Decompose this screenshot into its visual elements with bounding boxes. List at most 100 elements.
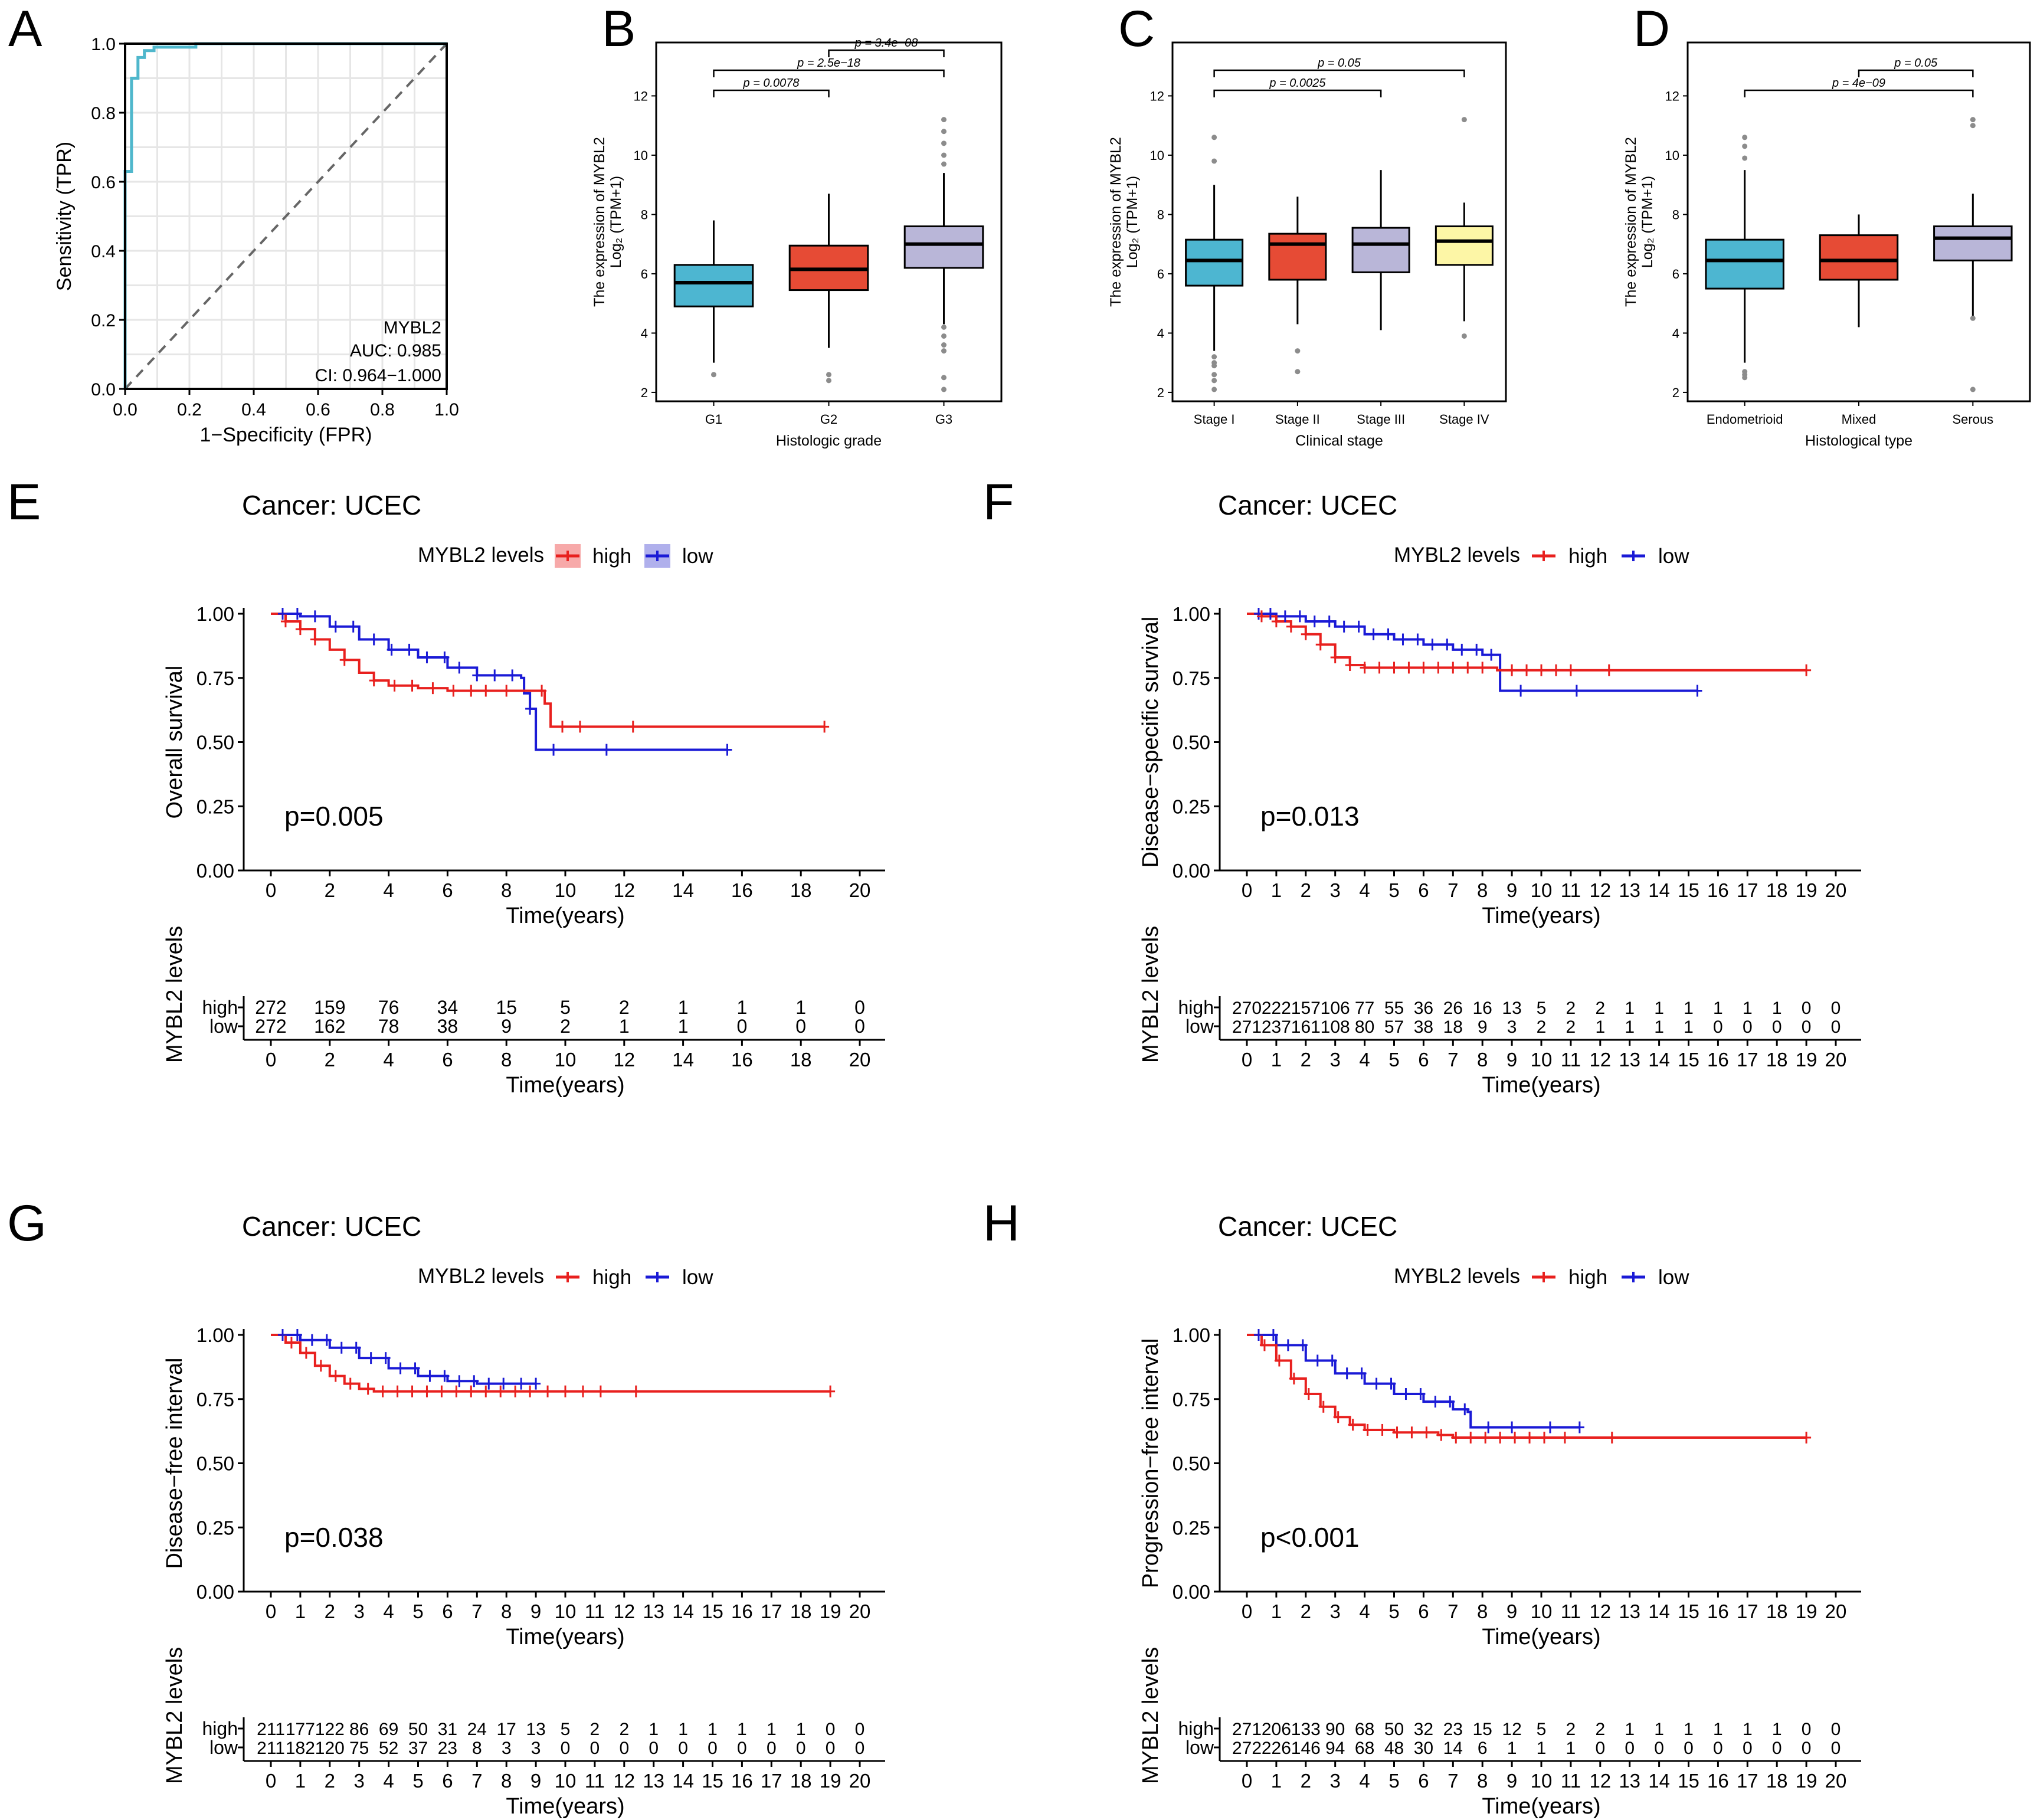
risk-count-low: 3 — [531, 1739, 541, 1758]
box-endometrioid — [1705, 238, 1784, 290]
outlier-point — [1742, 135, 1748, 140]
outlier-point — [1211, 158, 1217, 164]
risk-count-low: 1 — [619, 1016, 630, 1037]
risk-count-low: 211 — [257, 1739, 285, 1758]
y-tick-label: 8 — [1157, 207, 1164, 222]
risk-table-x-tick-label: 3 — [1330, 1770, 1341, 1792]
risk-table-x-tick-label: 13 — [643, 1770, 664, 1792]
outlier-point — [941, 117, 947, 123]
x-tick-label: 8 — [501, 879, 512, 901]
x-tick-label: 6 — [442, 1600, 453, 1622]
x-tick-label: G3 — [935, 412, 952, 427]
risk-count-low: 120 — [315, 1739, 345, 1758]
legend-label-high: high — [592, 1266, 631, 1289]
risk-count-high: 2 — [1595, 999, 1605, 1018]
x-tick-label: 4 — [383, 1600, 394, 1622]
risk-count-low: 0 — [1743, 1017, 1753, 1037]
risk-table-x-tick-label: 7 — [471, 1770, 482, 1792]
risk-count-low: 57 — [1384, 1017, 1404, 1037]
legend-label-low: low — [1658, 545, 1689, 568]
risk-count-low: 38 — [1414, 1017, 1433, 1037]
risk-count-high: 1 — [1713, 999, 1723, 1018]
risk-table-x-tick-label: 19 — [1796, 1049, 1817, 1071]
risk-count-low: 0 — [737, 1016, 748, 1037]
plot-border — [124, 42, 448, 390]
y-tick-label: 12 — [1150, 89, 1164, 103]
x-tick-label: 8 — [1477, 879, 1488, 901]
risk-count-low: 1 — [1654, 1017, 1664, 1037]
y-tick-label: 6 — [1157, 267, 1164, 281]
x-axis-label: Time(years) — [1482, 904, 1600, 928]
x-tick-label: 16 — [731, 879, 753, 901]
y-axis-label: Disease−specific survival — [1138, 617, 1163, 868]
y-tick-label: 1.00 — [1173, 1324, 1210, 1346]
panel-c-boxplot: C 2 4 6 8 10 12 Stage I Stage II Stage III Stage I… — [1108, 1, 1507, 449]
risk-table-x-tick-label: 15 — [702, 1770, 723, 1792]
risk-count-low: 0 — [1713, 1017, 1723, 1037]
p-value-label: p = 0.0025 — [1269, 77, 1326, 90]
risk-count-low: 1 — [1537, 1739, 1547, 1758]
outlier-point — [1742, 143, 1748, 149]
legend-label-high: high — [1568, 545, 1607, 568]
x-tick-label: 0.8 — [370, 400, 395, 420]
risk-table-x-tick-label: 6 — [1418, 1770, 1429, 1792]
plot-border — [1171, 41, 1507, 402]
risk-table-y-axis-label: MYBL2 levels — [162, 1647, 187, 1784]
risk-table-x-tick-label: 16 — [1707, 1049, 1729, 1071]
risk-count-low: 0 — [1802, 1017, 1812, 1037]
risk-count-low: 0 — [1713, 1739, 1723, 1758]
risk-count-high: 1 — [1684, 1720, 1694, 1739]
x-tick-label: 18 — [790, 879, 812, 901]
risk-count-high: 1 — [708, 1720, 718, 1739]
legend-label-high: high — [592, 545, 631, 568]
risk-count-high: 157 — [1291, 999, 1321, 1018]
risk-count-low: 108 — [1321, 1017, 1350, 1037]
risk-table-x-tick-label: 4 — [383, 1770, 394, 1792]
legend-label-low: low — [682, 1266, 713, 1289]
outlier-point — [1211, 354, 1217, 360]
risk-count-low: 38 — [437, 1016, 459, 1037]
risk-count-low: 3 — [1507, 1017, 1517, 1037]
risk-count-high: 31 — [438, 1720, 457, 1739]
risk-table-x-tick-label: 0 — [1242, 1770, 1252, 1792]
risk-table-label-high: high — [202, 1718, 238, 1739]
risk-count-high: 13 — [1502, 999, 1521, 1018]
y-tick-label: 1.00 — [197, 1324, 234, 1346]
risk-count-low: 0 — [1684, 1739, 1694, 1758]
risk-count-low: 0 — [619, 1739, 629, 1758]
y-tick-label: 0.75 — [197, 667, 234, 689]
y-tick-label: 0.8 — [91, 104, 116, 123]
x-tick-label: 6 — [1418, 879, 1429, 901]
outlier-point — [1970, 315, 1976, 321]
x-tick-label: 15 — [1678, 879, 1699, 901]
risk-count-low: 0 — [1743, 1739, 1753, 1758]
legend-label-low: low — [1658, 1266, 1689, 1289]
y-axis-label: Disease−free interval — [162, 1357, 187, 1569]
gene-label: MYBL2 — [384, 318, 441, 338]
outlier-point — [1970, 123, 1976, 129]
risk-table-x-tick-label: 4 — [1359, 1770, 1370, 1792]
y-tick-label: 4 — [1157, 326, 1164, 341]
risk-count-high: 222 — [1262, 999, 1291, 1018]
risk-count-high: 26 — [1443, 999, 1463, 1018]
y-tick-label: 4 — [641, 326, 648, 341]
risk-count-low: 1 — [678, 1016, 689, 1037]
outlier-point — [1211, 372, 1217, 378]
box-g1 — [673, 264, 754, 307]
risk-table-x-tick-label: 11 — [1561, 1049, 1581, 1071]
risk-count-low: 1 — [1507, 1739, 1517, 1758]
risk-count-high: 1 — [737, 997, 748, 1018]
x-tick-label: 6 — [1418, 1600, 1429, 1622]
x-tick-label: 15 — [702, 1600, 723, 1622]
p-value-label: p=0.038 — [284, 1522, 384, 1553]
risk-count-low: 272 — [1232, 1739, 1262, 1758]
outlier-point — [711, 372, 716, 378]
x-tick-label: 5 — [1388, 879, 1399, 901]
panel-label: F — [983, 474, 1014, 531]
p-value-label: p = 4e−09 — [1832, 77, 1885, 90]
x-tick-label: Endometrioid — [1707, 412, 1783, 427]
risk-count-low: 3 — [502, 1739, 512, 1758]
risk-count-low: 0 — [1772, 1739, 1782, 1758]
risk-table-label-high: high — [1178, 1718, 1214, 1739]
